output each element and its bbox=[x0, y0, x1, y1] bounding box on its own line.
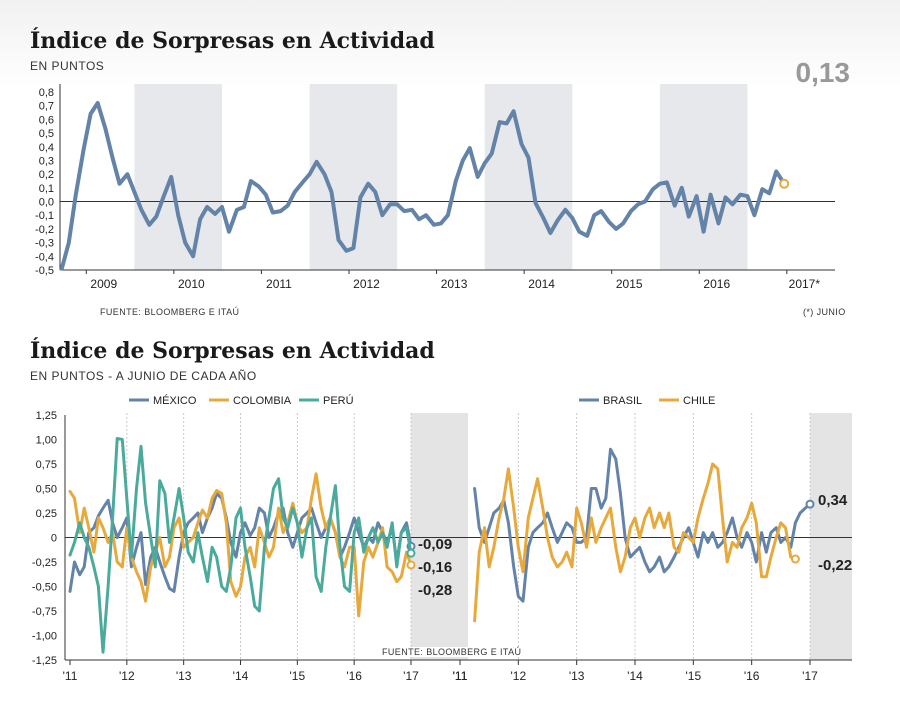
x-tick-label: '12 bbox=[511, 669, 527, 683]
x-tick-label: '17 bbox=[403, 669, 419, 683]
chart1-source: FUENTE: BLOOMBERG E ITAÚ bbox=[100, 307, 240, 317]
shaded-period bbox=[810, 413, 852, 660]
y-tick-label: 0,75 bbox=[36, 459, 57, 471]
y-tick-label: 0,5 bbox=[39, 128, 54, 140]
x-tick-label: 2015 bbox=[616, 277, 643, 291]
legend-label: MÉXICO bbox=[153, 394, 197, 407]
series-line bbox=[473, 462, 797, 623]
y-tick-label: 0,7 bbox=[39, 101, 54, 113]
x-tick-label: 2012 bbox=[353, 277, 380, 291]
end-point-marker bbox=[790, 554, 800, 564]
y-tick-label: 1,00 bbox=[36, 435, 57, 447]
x-tick-label: '17 bbox=[802, 669, 818, 683]
end-value-label: -0,22 bbox=[818, 557, 852, 574]
last-point-marker bbox=[779, 178, 790, 189]
y-tick-label: 0,50 bbox=[36, 484, 57, 496]
y-tick-label: -0,1 bbox=[35, 210, 54, 222]
end-value-label: -0,28 bbox=[418, 582, 452, 599]
y-tick-label: 1,25 bbox=[36, 410, 57, 422]
end-point-marker bbox=[805, 499, 815, 509]
chart1-footnote: (*) JUNIO bbox=[803, 307, 846, 317]
x-tick-label: '15 bbox=[290, 669, 306, 683]
x-tick-label: '12 bbox=[119, 669, 135, 683]
end-point-marker bbox=[406, 560, 416, 570]
last-value-label: 0,13 bbox=[796, 57, 851, 88]
shaded-period bbox=[659, 84, 748, 270]
x-tick-label: '16 bbox=[346, 669, 362, 683]
legend-label: PERÚ bbox=[323, 394, 354, 407]
x-tick-label: 2014 bbox=[528, 277, 555, 291]
x-tick-label: 2013 bbox=[441, 277, 468, 291]
chart2-title: Índice de Sorpresas en Actividad bbox=[30, 338, 435, 364]
x-tick-label: 2016 bbox=[703, 277, 730, 291]
y-tick-label: -0,2 bbox=[35, 224, 54, 236]
y-tick-label: -0,50 bbox=[32, 582, 57, 594]
x-tick-label: '13 bbox=[569, 669, 585, 683]
chart1-subtitle: EN PUNTOS bbox=[30, 59, 105, 73]
y-tick-label: -0,5 bbox=[35, 265, 54, 277]
x-tick-label: 2017* bbox=[789, 277, 821, 291]
series-line bbox=[68, 437, 413, 654]
shaded-period bbox=[484, 84, 573, 270]
y-tick-label: -0,4 bbox=[35, 251, 54, 263]
legend-label: COLOMBIA bbox=[233, 395, 292, 407]
y-tick-label: 0 bbox=[51, 533, 57, 545]
y-tick-label: 0,8 bbox=[39, 87, 54, 99]
y-tick-label: 0,25 bbox=[36, 508, 57, 520]
x-tick-label: '16 bbox=[744, 669, 760, 683]
y-tick-label: -0,25 bbox=[32, 557, 57, 569]
series-line bbox=[473, 447, 812, 603]
y-tick-label: 0,4 bbox=[39, 142, 54, 154]
x-tick-label: '11 bbox=[453, 669, 468, 683]
legend-label: BRASIL bbox=[603, 395, 642, 407]
end-value-label: -0,16 bbox=[418, 559, 452, 576]
x-tick-label: 2011 bbox=[266, 277, 292, 291]
y-tick-label: 0,2 bbox=[39, 169, 54, 181]
x-tick-label: '13 bbox=[176, 669, 192, 683]
legend-label: CHILE bbox=[683, 395, 715, 407]
y-tick-label: 0,3 bbox=[39, 155, 54, 167]
chart1-title: Índice de Sorpresas en Actividad bbox=[30, 28, 435, 54]
shaded-period bbox=[134, 84, 223, 270]
x-tick-label: '11 bbox=[453, 669, 468, 683]
series-line bbox=[68, 491, 413, 593]
chart1-svg: 0,80,70,60,50,40,30,20,10,0-0,1-0,2-0,3-… bbox=[35, 57, 851, 291]
end-value-label: -0,09 bbox=[418, 536, 452, 553]
x-tick-label: '14 bbox=[627, 669, 643, 683]
y-tick-label: 0,6 bbox=[39, 114, 54, 126]
y-tick-label: 0,0 bbox=[39, 197, 54, 209]
chart2-svg: 1,25 1,00 0,75 0,50 0,25 0 -0,25 -0,50 -0,75 -1,0… bbox=[32, 394, 852, 683]
header-band bbox=[0, 0, 900, 88]
y-tick-label: 0,1 bbox=[39, 183, 54, 195]
end-value-label: 0,34 bbox=[818, 492, 848, 509]
chart2-subtitle: EN PUNTOS - A JUNIO DE CADA AÑO bbox=[30, 369, 257, 383]
x-tick-label: '15 bbox=[686, 669, 702, 683]
chart2-source: FUENTE: BLOOMBERG E ITAÚ bbox=[380, 647, 524, 657]
y-tick-label: -0,75 bbox=[32, 606, 57, 618]
y-tick-label: -1,00 bbox=[32, 631, 57, 643]
series-line bbox=[59, 101, 787, 271]
x-tick-label: '11 bbox=[63, 669, 78, 683]
y-tick-label: -1,25 bbox=[32, 655, 57, 667]
y-tick-label: -0,3 bbox=[35, 238, 54, 250]
x-tick-label: 2010 bbox=[178, 277, 205, 291]
shaded-period bbox=[411, 413, 468, 660]
end-point-marker bbox=[406, 548, 416, 558]
x-tick-label: '14 bbox=[233, 669, 249, 683]
x-tick-label: 2009 bbox=[90, 277, 117, 291]
